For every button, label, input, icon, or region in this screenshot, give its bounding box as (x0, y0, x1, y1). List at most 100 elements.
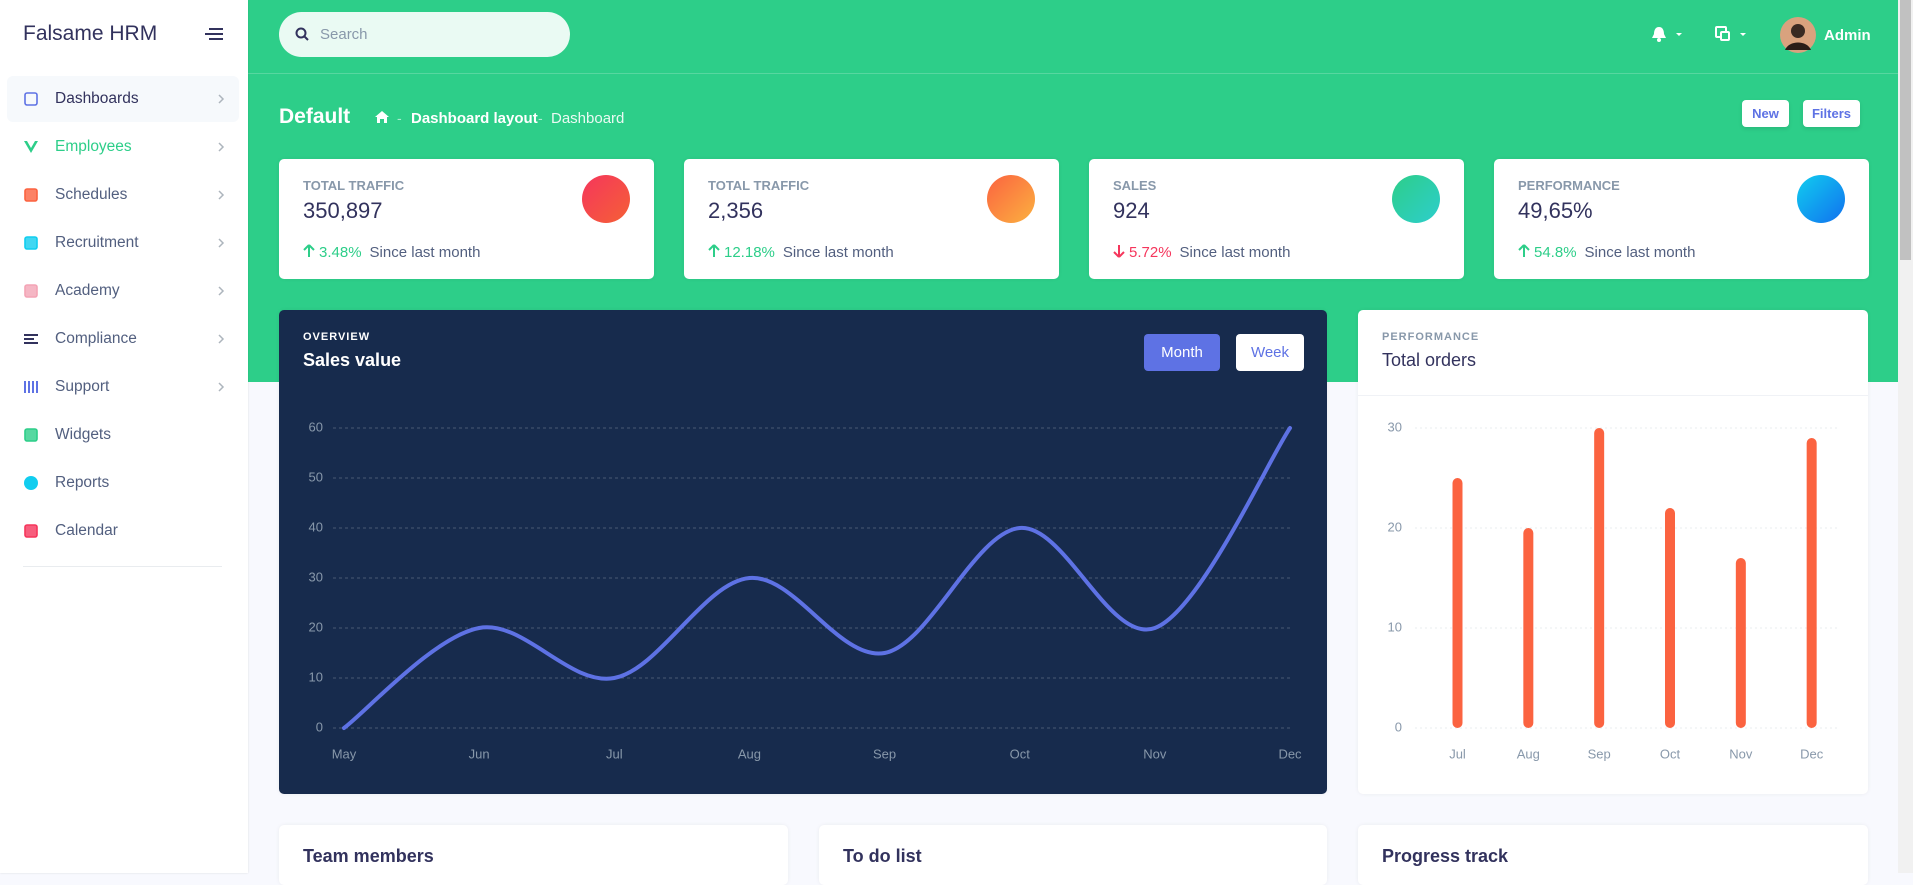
x-tick-label: Dec (1800, 746, 1824, 761)
chevron (218, 238, 225, 248)
notifications[interactable] (1650, 25, 1690, 45)
nav-item[interactable]: Recruitment (7, 220, 239, 266)
search-placeholder: Search (320, 26, 368, 43)
chevron (218, 190, 225, 200)
home-icon[interactable] (374, 110, 390, 124)
stat-icon (1797, 175, 1845, 223)
nav-label[interactable]: Dashboards (55, 90, 139, 107)
icon-shape (24, 334, 38, 336)
nav-item[interactable]: Compliance (7, 316, 239, 362)
bar (1594, 428, 1605, 728)
nav-item[interactable]: Calendar (7, 508, 239, 554)
stat-card: PERFORMANCE 49,65% 54.8% Since last month (1494, 159, 1869, 279)
nav-label[interactable]: Recruitment (55, 234, 139, 251)
card-divider (1358, 395, 1868, 396)
stat-card: TOTAL TRAFFIC 2,356 12.18% Since last month (684, 159, 1059, 279)
nav-label[interactable]: Academy (55, 282, 120, 299)
nav-label[interactable]: Employees (55, 138, 132, 155)
nav-item[interactable]: Schedules (7, 172, 239, 218)
nav-label[interactable]: Schedules (55, 186, 128, 203)
chevron (218, 94, 225, 104)
nav-item[interactable]: Academy (7, 268, 239, 314)
stat-footer: 12.18% Since last month (708, 244, 894, 261)
nav-icon (24, 381, 38, 393)
sales-chart: 0 10 20 30 40 50 60 May Jun Jul Aug Sep Oct Nov Dec (309, 419, 1303, 761)
nav-item[interactable]: Dashboards (7, 76, 239, 122)
progress-card: Progress track (1358, 825, 1868, 885)
nav-item[interactable]: Employees (7, 124, 239, 170)
chevron-shape (218, 382, 225, 392)
stat-label: TOTAL TRAFFIC (303, 178, 405, 193)
stat-footer: 5.72% Since last month (1113, 244, 1290, 261)
orders-chart: 0 10 20 30 Jul Aug Sep Oct Nov Dec (1388, 419, 1840, 761)
stat-since: Since last month (1584, 244, 1696, 261)
user-name[interactable]: Admin (1824, 27, 1871, 44)
nav-icon (24, 236, 38, 250)
x-tick-label: Sep (873, 746, 896, 761)
chevron-shape (218, 94, 225, 104)
orders-card: PERFORMANCE Total orders 0 10 20 30 Jul Aug Se… (1358, 310, 1868, 794)
stat-since: Since last month (782, 244, 894, 261)
arrow-shape (708, 244, 720, 257)
trend-arrow (1518, 244, 1530, 257)
apps-menu[interactable] (1714, 25, 1754, 45)
brand: Falsame HRM (23, 22, 158, 45)
y-tick-label: 0 (316, 719, 323, 734)
breadcrumb-link[interactable]: Dashboard layout (411, 110, 538, 127)
stat-icon (582, 175, 630, 223)
menu-toggle[interactable] (205, 26, 225, 42)
nav-item[interactable]: Widgets (7, 412, 239, 458)
sidebar: Falsame HRM Dashboards Employees Schedules… (0, 0, 248, 873)
card-title: Team members (303, 846, 434, 866)
scrollbar-thumb[interactable] (1900, 0, 1911, 260)
stat-value: 350,897 (303, 198, 383, 223)
chevron (218, 142, 225, 152)
avatar[interactable] (1779, 16, 1817, 54)
sales-card: OVERVIEW Sales value Month Week 0 10 20 30 4… (279, 310, 1327, 794)
nav-icon (24, 141, 38, 153)
chevron-shape (218, 238, 225, 248)
y-tick-label: 30 (1388, 419, 1402, 434)
chart-subtitle: PERFORMANCE (1382, 331, 1480, 343)
trend-arrow (1113, 245, 1125, 258)
bar (1523, 528, 1534, 728)
stat-since: Since last month (1179, 244, 1291, 261)
bar (1452, 478, 1463, 728)
stat-label: TOTAL TRAFFIC (708, 178, 810, 193)
nav-label[interactable]: Support (55, 378, 110, 395)
stat-footer: 54.8% Since last month (1518, 244, 1695, 261)
search-box[interactable]: Search (279, 12, 570, 57)
nav-label[interactable]: Calendar (55, 522, 118, 539)
stat-value: 49,65% (1518, 198, 1593, 223)
icon-shape (24, 428, 38, 442)
x-tick-label: Nov (1729, 746, 1753, 761)
y-tick-label: 10 (1388, 619, 1402, 634)
filters-button[interactable]: Filters (1803, 100, 1860, 127)
nav-label[interactable]: Widgets (55, 426, 111, 443)
x-tick-label: Aug (738, 746, 761, 761)
week-tab[interactable]: Week (1236, 334, 1304, 371)
todo-card: To do list (819, 825, 1327, 885)
nav-item[interactable]: Support (7, 364, 239, 410)
stat-change: 5.72% (1129, 244, 1172, 261)
chevron-shape (218, 190, 225, 200)
chevron (218, 334, 225, 344)
y-tick-label: 10 (309, 669, 323, 684)
nav-icon (24, 334, 38, 344)
stat-card: TOTAL TRAFFIC 350,897 3.48% Since last mont… (279, 159, 654, 279)
x-tick-label: Aug (1517, 746, 1540, 761)
bar (1806, 438, 1817, 728)
nav-item[interactable]: Reports (7, 460, 239, 506)
chevron (218, 382, 225, 392)
line-series (342, 426, 1292, 730)
chart-title: Sales value (303, 350, 402, 370)
new-button[interactable]: New (1742, 100, 1789, 127)
month-tab[interactable]: Month (1144, 334, 1220, 371)
nav-label[interactable]: Compliance (55, 330, 137, 347)
nav-label[interactable]: Reports (55, 474, 110, 491)
breadcrumb-separator: - (397, 110, 402, 126)
icon-shape (24, 188, 38, 202)
chevron-shape (218, 286, 225, 296)
x-tick-label: Jul (1449, 746, 1466, 761)
